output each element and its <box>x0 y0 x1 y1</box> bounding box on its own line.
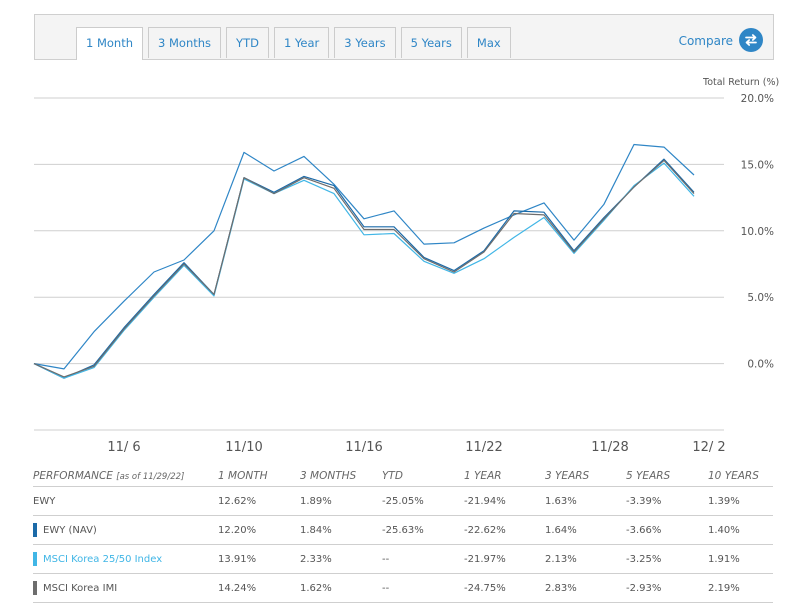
tab-ytd[interactable]: YTD <box>226 27 269 58</box>
table-row-msci-korea-25-50: MSCI Korea 25/50 Index 13.91% 2.33% -- -… <box>33 544 773 574</box>
cell-1-month: 12.20% <box>218 515 300 545</box>
legend-swatch <box>33 523 37 537</box>
row-name: EWY (NAV) <box>43 525 97 536</box>
cell-5-years: -3.66% <box>626 515 708 545</box>
timeframe-toolbar: 1 Month 3 Months YTD 1 Year 3 Years 5 Ye… <box>34 14 774 60</box>
cell-ytd: -25.05% <box>382 486 464 516</box>
x-tick-label: 11/28 <box>591 440 628 455</box>
y-tick-label: 5.0% <box>747 292 774 304</box>
tab-max[interactable]: Max <box>466 27 511 58</box>
cell-1-month: 12.62% <box>218 486 300 516</box>
col-10-years: 10 YEARS <box>708 466 773 487</box>
col-1-year: 1 YEAR <box>464 466 545 487</box>
cell-1-year: -22.62% <box>464 515 545 545</box>
table-row-ewy-nav: EWY (NAV) 12.20% 1.84% -25.63% -22.62% 1… <box>33 515 773 545</box>
col-3-years: 3 YEARS <box>545 466 626 487</box>
legend-swatch <box>33 552 37 566</box>
y-tick-label: 10.0% <box>741 226 774 238</box>
x-tick-label: 11/22 <box>465 440 502 455</box>
tab-1-year[interactable]: 1 Year <box>273 27 330 58</box>
performance-header: PERFORMANCE [as of 11/29/22] <box>33 466 218 487</box>
row-name-cell: MSCI Korea IMI <box>33 573 218 603</box>
tab-3-years[interactable]: 3 Years <box>334 27 396 58</box>
y-axis-title: Total Return (%) <box>703 77 780 88</box>
cell-1-year: -21.94% <box>464 486 545 516</box>
legend-swatch <box>33 581 37 595</box>
row-name: EWY <box>33 486 218 516</box>
cell-3-years: 2.13% <box>545 544 626 574</box>
cell-3-months: 1.89% <box>300 486 382 516</box>
cell-1-month: 14.24% <box>218 573 300 603</box>
series-line-ewy <box>33 143 695 370</box>
table-row-msci-korea-imi: MSCI Korea IMI 14.24% 1.62% -- -24.75% 2… <box>33 573 773 603</box>
y-tick-label: 0.0% <box>747 359 774 371</box>
compare-link[interactable]: Compare <box>678 34 733 48</box>
col-1-month: 1 MONTH <box>218 466 300 487</box>
performance-title: PERFORMANCE <box>33 470 113 482</box>
col-5-years: 5 YEARS <box>626 466 708 487</box>
series-line-ewy-nav <box>33 158 695 379</box>
cell-10-years: 1.39% <box>708 486 773 516</box>
series-line-msci-korea-imi <box>33 159 695 378</box>
col-ytd: YTD <box>382 466 464 487</box>
row-name-cell: EWY (NAV) <box>33 515 218 545</box>
row-name: MSCI Korea 25/50 Index <box>43 554 163 565</box>
cell-5-years: -2.93% <box>626 573 708 603</box>
x-tick-label: 11/ 6 <box>107 440 140 455</box>
cell-3-months: 1.62% <box>300 573 382 603</box>
cell-3-years: 1.64% <box>545 515 626 545</box>
cell-1-year: -24.75% <box>464 573 545 603</box>
cell-3-months: 1.84% <box>300 515 382 545</box>
tab-3-months[interactable]: 3 Months <box>148 27 222 58</box>
col-3-months: 3 MONTHS <box>300 466 382 487</box>
cell-3-years: 1.63% <box>545 486 626 516</box>
x-tick-label: 11/10 <box>225 440 262 455</box>
performance-chart: 0.0% 5.0% 10.0% 15.0% 20.0% 11/ 6 11/10 11/16 1… <box>33 93 774 455</box>
series-line-msci-korea-25-50-index <box>33 162 695 379</box>
y-tick-label: 15.0% <box>741 159 774 171</box>
x-tick-label: 11/16 <box>345 440 382 455</box>
compare-button[interactable] <box>739 28 763 52</box>
table-row-ewy: EWY 12.62% 1.89% -25.05% -21.94% 1.63% -… <box>33 486 773 516</box>
y-tick-label: 20.0% <box>741 93 774 105</box>
cell-5-years: -3.39% <box>626 486 708 516</box>
cell-1-month: 13.91% <box>218 544 300 574</box>
cell-3-years: 2.83% <box>545 573 626 603</box>
cell-3-months: 2.33% <box>300 544 382 574</box>
cell-10-years: 2.19% <box>708 573 773 603</box>
swap-arrows-icon <box>745 34 757 46</box>
row-name-cell: MSCI Korea 25/50 Index <box>33 544 218 574</box>
tab-5-years[interactable]: 5 Years <box>400 27 462 58</box>
cell-5-years: -3.25% <box>626 544 708 574</box>
cell-ytd: -25.63% <box>382 515 464 545</box>
performance-as-of: [as of 11/29/22] <box>116 472 185 482</box>
cell-1-year: -21.97% <box>464 544 545 574</box>
cell-10-years: 1.91% <box>708 544 773 574</box>
tab-1-month[interactable]: 1 Month <box>76 27 144 60</box>
x-tick-label: 12/ 2 <box>692 440 725 455</box>
timeframe-tabs: 1 Month 3 Months YTD 1 Year 3 Years 5 Ye… <box>76 27 516 60</box>
row-name: MSCI Korea IMI <box>43 583 118 594</box>
cell-ytd: -- <box>382 573 464 603</box>
cell-10-years: 1.40% <box>708 515 773 545</box>
cell-ytd: -- <box>382 544 464 574</box>
performance-table: PERFORMANCE [as of 11/29/22] 1 MONTH 3 M… <box>33 466 773 603</box>
